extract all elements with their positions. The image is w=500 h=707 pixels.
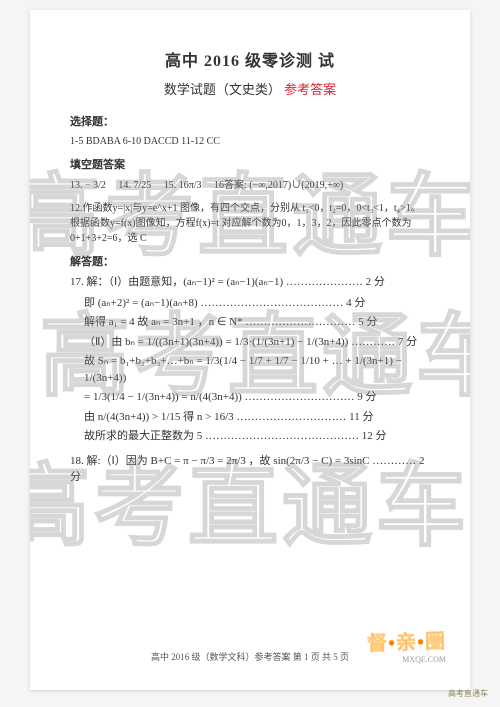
fill-answers-row: 13. − 3/2 14. 7/25 15. 16π/3 16答案: (−∞,2… (70, 178, 430, 193)
q12-explanation: 12.作函数y=|x|与y=e^x+1 图像，有四个交点，分别从 t₁<0，t₂… (70, 201, 430, 246)
fill-15: 15. 16π/3 (164, 180, 202, 191)
exam-subtitle: 数学试题（文史类） 参考答案 (70, 80, 430, 100)
q17-head: 17. 解：（Ⅰ）由题意知，(aₙ−1)² = (aₙ−1)(aₙ−1) ………… (70, 274, 430, 291)
fill-16: 16答案: (−∞,2017)∪(2019,+∞) (214, 180, 343, 191)
q17-f: 由 n/(4(3n+4)) > 1/15 得 n > 16/3 ……………………… (70, 409, 430, 426)
q17-b: 解得 a₁ = 4 故 aₙ = 3n+1 ，n ∈ N* …………………………… (70, 314, 430, 331)
subtitle-answer: 参考答案 (284, 82, 336, 97)
watermark-layer: 高考直通车 高考直通车 高考直通车 (30, 10, 470, 690)
section-choice-heading: 选择题： (70, 114, 430, 131)
corner-watermark-cn: 高考直通车 (448, 688, 488, 699)
q18-head: 18. 解:（Ⅰ）因为 B+C = π − π/3 = 2π/3 ，故 sin(… (70, 453, 430, 486)
brand-site: MXQE.COM (402, 654, 446, 666)
q17-g: 故所求的最大正整数为 5 …………………………………… 12 分 (70, 428, 430, 445)
choice-answers: 1-5 BDABA 6-10 DACCD 11-12 CC (70, 134, 430, 149)
exam-title: 高中 2016 级零诊测 试 (70, 50, 430, 74)
fill-14: 14. 7/25 (118, 180, 151, 191)
subtitle-main: 数学试题（文史类） (164, 82, 281, 97)
section-fill-heading: 填空题答案 (70, 157, 430, 174)
page-container: 高考直通车 高考直通车 高考直通车 高中 2016 级零诊测 试 数学试题（文史… (30, 10, 470, 690)
q17-e: = 1/3(1/4 − 1/(3n+4)) = n/(4(3n+4)) …………… (70, 389, 430, 406)
section-answer-heading: 解答题： (70, 254, 430, 271)
q17-a: 即 (aₙ+2)² = (aₙ−1)(aₙ+8) ………………………………… 4… (70, 295, 430, 312)
q17-d: 故 Sₙ = b₁+b₂+b₃+…+bₙ = 1/3(1/4 − 1/7 + 1… (70, 353, 430, 386)
q17-c: （Ⅱ）由 bₙ = 1/((3n+1)(3n+4)) = 1/3·(1/(3n+… (70, 334, 430, 351)
fill-13: 13. − 3/2 (70, 180, 106, 191)
